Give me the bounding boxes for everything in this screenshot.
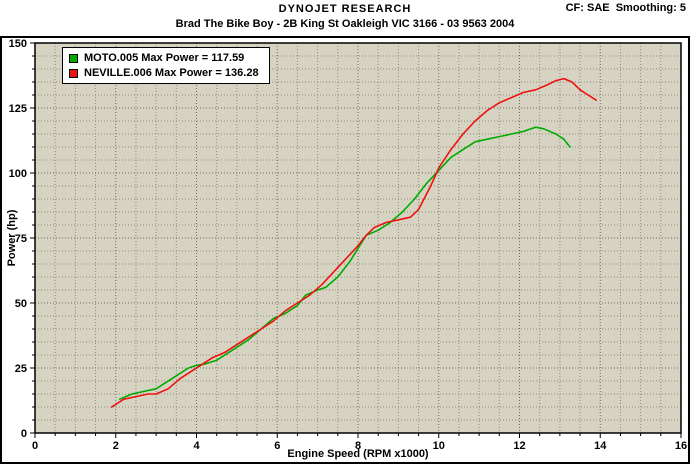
- plot-grid: [35, 43, 681, 433]
- legend-item-neville: NEVILLE.006 Max Power = 136.28: [69, 67, 259, 79]
- dyno-chart-svg: 0 2 4 6 8 10 12 14 16 0 25 50 75 100 125 150: [9, 38, 687, 452]
- svg-text:8: 8: [355, 440, 361, 452]
- svg-text:125: 125: [9, 103, 27, 115]
- cf-smoothing-label: CF: SAE Smoothing: 5: [565, 2, 686, 14]
- y-axis-title: Power (hp): [6, 209, 18, 267]
- curve-MOTO.005: [119, 126, 571, 401]
- neville-series-swatch-icon: [69, 68, 78, 78]
- svg-text:14: 14: [594, 440, 607, 452]
- svg-text:150: 150: [9, 38, 27, 50]
- curve-NEVILLE.006: [110, 77, 598, 408]
- svg-text:100: 100: [9, 168, 27, 180]
- svg-text:25: 25: [15, 363, 27, 375]
- svg-text:0: 0: [21, 428, 27, 440]
- report-header: DYNOJET RESEARCH CF: SAE Smoothing: 5 Br…: [0, 0, 690, 36]
- shop-address-subtitle: Brad The Bike Boy - 2B King St Oakleigh …: [175, 18, 515, 30]
- svg-text:12: 12: [513, 440, 525, 452]
- x-axis-title: Engine Speed (RPM x1000): [287, 448, 429, 460]
- svg-text:4: 4: [193, 440, 200, 452]
- legend-box: MOTO.005 Max Power = 117.59 NEVILLE.006 …: [62, 47, 270, 84]
- dyno-chart-area: 0 2 4 6 8 10 12 14 16 0 25 50 75 100 125 150 MOTO.005 M…: [0, 36, 690, 464]
- x-tick-labels: 0 2 4 6 8 10 12 14 16: [32, 440, 687, 452]
- moto-series-swatch-icon: [69, 53, 78, 63]
- app-title: DYNOJET RESEARCH: [278, 3, 412, 15]
- power-curves: [110, 77, 598, 408]
- svg-text:16: 16: [675, 440, 687, 452]
- plot-frame: [34, 42, 682, 434]
- svg-text:6: 6: [274, 440, 280, 452]
- svg-text:10: 10: [433, 440, 445, 452]
- svg-text:50: 50: [15, 298, 27, 310]
- svg-text:0: 0: [32, 440, 38, 452]
- y-tick-labels: 0 25 50 75 100 125 150: [9, 38, 27, 440]
- svg-text:2: 2: [113, 440, 119, 452]
- svg-text:75: 75: [15, 233, 27, 245]
- legend-item-moto: MOTO.005 Max Power = 117.59: [69, 52, 259, 64]
- legend-item-label: MOTO.005 Max Power = 117.59: [84, 52, 245, 64]
- legend-item-label: NEVILLE.006 Max Power = 136.28: [84, 67, 259, 79]
